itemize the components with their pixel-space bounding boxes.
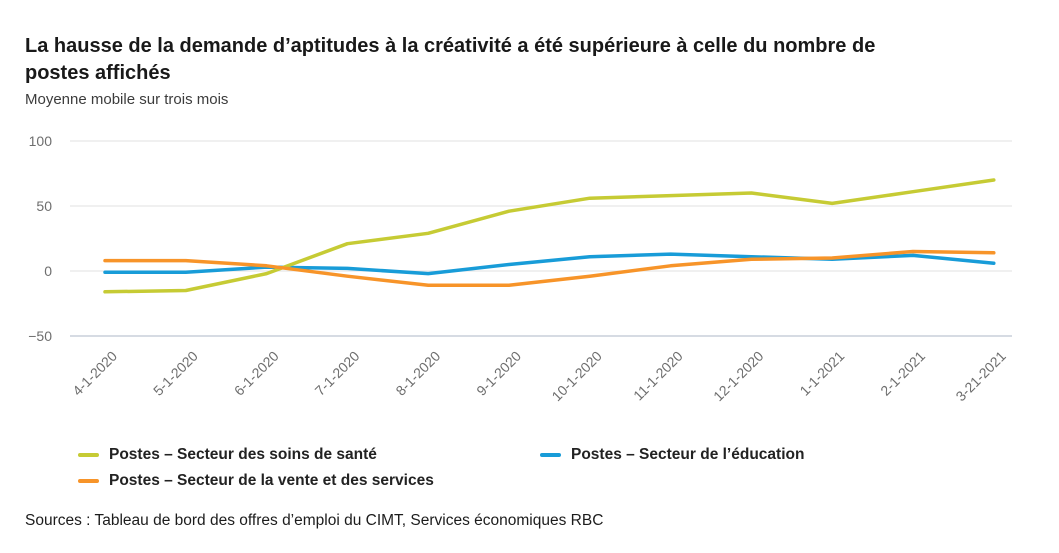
x-axis-tick-label: 12-1-2020 bbox=[710, 348, 767, 405]
legend-swatch-icon bbox=[78, 452, 99, 457]
x-axis-tick-label: 10-1-2020 bbox=[548, 348, 605, 405]
x-axis-tick-label: 3-21-2021 bbox=[952, 348, 1009, 405]
chart-subtitle: Moyenne mobile sur trois mois bbox=[25, 91, 229, 108]
y-axis-tick-label: 50 bbox=[36, 198, 52, 214]
x-axis-tick-label: 1-1-2021 bbox=[796, 348, 847, 399]
x-axis-tick-label: 11-1-2020 bbox=[630, 348, 686, 404]
x-axis-tick-label: 6-1-2020 bbox=[231, 348, 282, 399]
legend-label: Postes – Secteur des soins de santé bbox=[109, 445, 377, 463]
legend-item-education: Postes – Secteur de l’éducation bbox=[540, 443, 804, 466]
x-axis-tick-label: 4-1-2020 bbox=[69, 348, 120, 399]
series-line-vente-et-services bbox=[103, 249, 996, 288]
y-axis-tick-label: 100 bbox=[29, 133, 53, 149]
legend-label: Postes – Secteur de la vente et des serv… bbox=[109, 471, 434, 489]
legend-item-soins-de-sante: Postes – Secteur des soins de santé bbox=[78, 443, 540, 466]
y-axis-tick-label: 0 bbox=[44, 263, 52, 279]
x-axis-tick-label: 7-1-2020 bbox=[312, 348, 363, 399]
series-line-soins-de-sante bbox=[103, 178, 996, 294]
x-axis-tick-label: 2-1-2021 bbox=[877, 348, 928, 399]
line-chart: 100 50 0 −50 4-1-2020 5-1-2020 6-1-2020 7-1-202… bbox=[28, 133, 1012, 405]
y-axis-tick-label: −50 bbox=[28, 328, 52, 344]
legend-item-vente-et-services: Postes – Secteur de la vente et des serv… bbox=[78, 469, 540, 492]
legend-swatch-icon bbox=[540, 452, 561, 457]
page-title: La hausse de la demande d’aptitudes à la… bbox=[25, 35, 876, 85]
x-axis-tick-label: 8-1-2020 bbox=[392, 348, 443, 399]
legend-swatch-icon bbox=[78, 478, 99, 483]
legend-label: Postes – Secteur de l’éducation bbox=[571, 445, 805, 463]
source-note: Sources : Tableau de bord des offres d’e… bbox=[25, 512, 604, 529]
x-axis-tick-label: 5-1-2020 bbox=[150, 348, 201, 399]
x-axis-tick-label: 9-1-2020 bbox=[473, 348, 524, 399]
legend: Postes – Secteur des soins de santé Poste… bbox=[78, 443, 804, 492]
